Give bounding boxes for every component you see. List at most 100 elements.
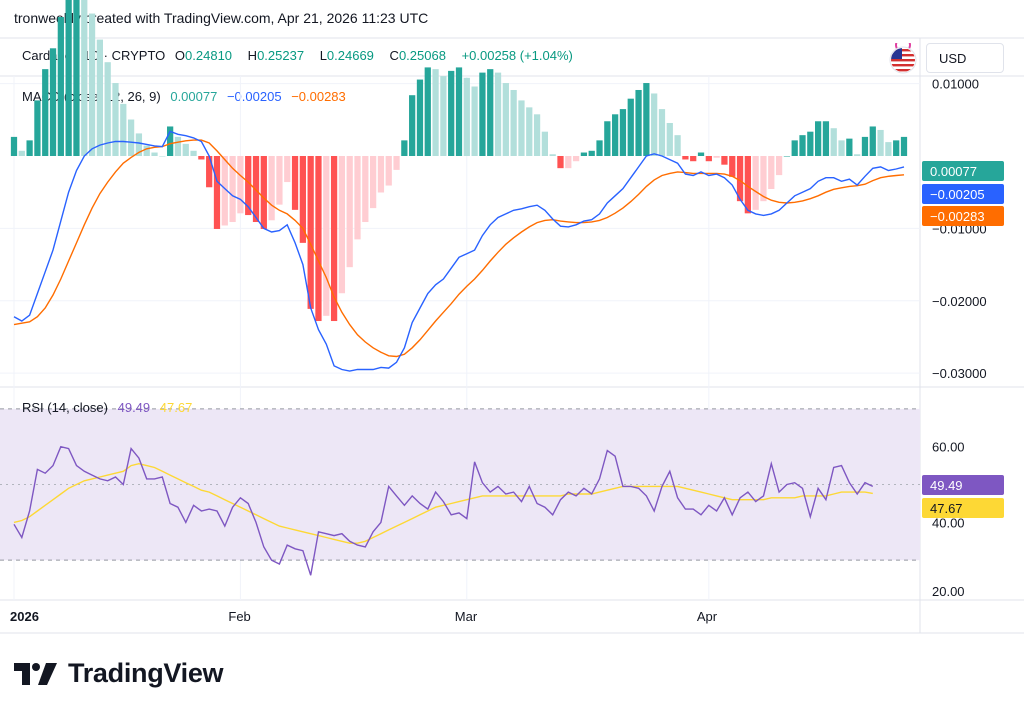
macd-histogram	[10, 0, 908, 322]
macd-hist-bar	[690, 156, 697, 162]
macd-hist-bar	[846, 138, 853, 156]
macd-hist-bar	[721, 156, 728, 165]
macd-hist-bar	[651, 93, 658, 156]
macd-hist-bar	[88, 13, 96, 156]
macd-hist-bar	[448, 70, 455, 156]
rsi-ma-last: 47.67	[922, 498, 1004, 518]
macd-hist-bar	[791, 140, 798, 156]
macd-hist-bar	[18, 150, 25, 156]
rsi-ma-line	[13, 462, 873, 544]
macd-hist-bar	[151, 152, 158, 156]
macd-hist-bar	[565, 156, 572, 169]
macd-hist-bar	[393, 156, 400, 170]
macd-hist-bar	[213, 156, 221, 229]
x-tick: Apr	[697, 609, 718, 624]
rsi-ma-last-bg	[922, 498, 1004, 518]
macd-hist-bar	[57, 17, 64, 157]
macd-hist-bar	[510, 89, 517, 156]
macd-hist-bar	[190, 150, 197, 156]
macd-hist-bar	[822, 121, 830, 156]
macd-hist-bar	[229, 156, 236, 223]
macd-hist-bar	[807, 131, 814, 156]
macd-hist-bar	[752, 156, 759, 210]
macd-y-tick: −0.02000	[932, 294, 987, 309]
chart-svg[interactable]: 0.01000−0.01000−0.02000−0.0300060.0040.0…	[0, 0, 1024, 640]
macd-hist-bar	[409, 95, 416, 156]
rsi-value: 49.49	[117, 400, 151, 415]
tradingview-mark-icon	[14, 662, 57, 685]
macd-hist-bar	[588, 150, 595, 156]
macd-hist-bar	[268, 156, 275, 221]
macd-hist-bar	[518, 100, 525, 156]
macd-hist-bar	[783, 156, 791, 157]
macd-hist-bar	[729, 156, 736, 177]
macd-hist-bar	[479, 72, 486, 156]
macd-hist-bar	[861, 136, 869, 156]
macd-hist-bar	[471, 86, 478, 156]
rsi-last: 49.49	[922, 475, 1004, 495]
macd-hist-bar	[494, 72, 502, 156]
macd-hist-bar	[838, 140, 845, 156]
rsi-band	[0, 408, 920, 561]
macd-hist-bar	[385, 156, 392, 186]
macd-hist-bar	[291, 156, 299, 210]
macd-hist-bar	[463, 77, 470, 156]
macd-hist-bar	[440, 76, 447, 156]
macd-hist-bar	[885, 142, 892, 156]
macd-hist-bar	[572, 156, 580, 162]
macd-line	[13, 130, 905, 372]
macd-hist-bar	[487, 69, 494, 156]
macd-signal-last-text: −0.00283	[930, 209, 985, 224]
macd-hist-bar	[799, 135, 806, 156]
macd-hist-bar	[432, 69, 439, 156]
macd-hist-bar	[377, 156, 385, 193]
macd-hist-bar	[299, 156, 306, 243]
macd-hist-bar	[612, 114, 619, 156]
macd-hist-bar	[49, 48, 57, 156]
macd-hist-bar	[354, 156, 361, 240]
macd-hist-bar	[900, 136, 908, 156]
macd-y-tick: −0.03000	[932, 366, 987, 381]
macd-hist-bar	[643, 83, 650, 156]
macd-hist-bar	[260, 156, 267, 229]
macd-hist-bar	[346, 156, 353, 268]
currency-selector[interactable]: USD	[926, 43, 1004, 73]
tradingview-logo: TradingView	[14, 658, 224, 689]
macd-hist-bar	[323, 156, 330, 316]
macd-hist-bar	[104, 62, 111, 156]
macd-hist-bar	[674, 135, 681, 156]
macd-hist-bar	[736, 156, 744, 202]
macd-hist-bar	[10, 136, 18, 156]
macd-hist-bar	[42, 69, 49, 156]
macd-signal-last: −0.00283	[922, 206, 1004, 226]
ohlc-open: O0.24810	[174, 48, 233, 63]
macd-hist-bar	[893, 140, 900, 156]
macd-hist-bar	[533, 114, 541, 156]
macd-hist-bar	[815, 121, 822, 156]
macd-hist-bar	[775, 156, 783, 176]
macd-hist-bar	[112, 83, 119, 156]
macd-hist-bar	[455, 67, 463, 156]
macd-y-tick: 0.01000	[932, 77, 979, 92]
macd-hist-bar	[596, 140, 603, 156]
macd-hist-bar	[541, 131, 548, 156]
macd-hist-bar	[658, 109, 666, 156]
macd-hist-bar	[96, 39, 103, 156]
macd-hist-bar	[81, 0, 88, 156]
rsi-title: RSI (14, close)	[22, 400, 108, 415]
macd-hist-bar	[237, 156, 244, 214]
macd-hist-bar	[666, 122, 673, 156]
macd-hist-bar	[73, 0, 80, 156]
macd-hist-bar	[135, 133, 143, 156]
macd-hist-bar	[198, 156, 205, 160]
macd-hist-bar	[697, 152, 705, 156]
rsi-legend: RSI (14, close) 49.49 47.67	[22, 400, 198, 415]
macd-hist-bar	[34, 100, 41, 156]
rsi-y-tick: 20.00	[932, 584, 965, 599]
macd-hist-bar	[549, 154, 556, 156]
macd-hist-bar	[26, 140, 33, 156]
macd-hist-bar	[627, 98, 634, 156]
x-tick: 2026	[10, 609, 39, 624]
macd-hist-bar	[330, 156, 338, 322]
macd-hist-bar	[877, 129, 884, 156]
